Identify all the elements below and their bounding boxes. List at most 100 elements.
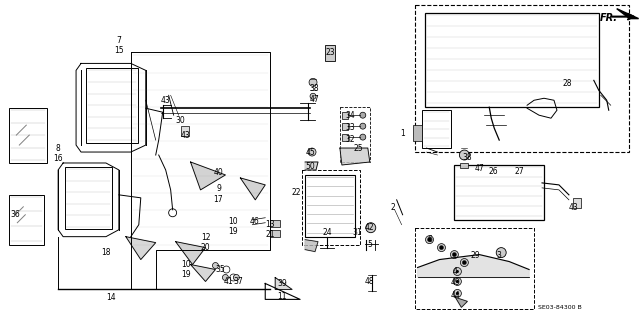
Circle shape	[452, 253, 456, 256]
Bar	[415, 5, 628, 152]
Text: 24: 24	[322, 228, 332, 237]
Circle shape	[308, 148, 316, 156]
Text: 26: 26	[488, 167, 498, 176]
Text: 28: 28	[562, 79, 572, 88]
Text: 3: 3	[497, 251, 502, 260]
Bar	[422, 110, 451, 148]
Text: 27: 27	[515, 167, 524, 176]
Circle shape	[310, 93, 316, 99]
Circle shape	[453, 278, 461, 286]
Circle shape	[360, 134, 366, 140]
Circle shape	[309, 78, 317, 86]
Text: 1: 1	[400, 129, 405, 137]
Circle shape	[426, 236, 433, 244]
Bar	[573, 198, 581, 208]
Polygon shape	[126, 237, 156, 260]
Text: 38: 38	[463, 152, 472, 161]
Polygon shape	[191, 162, 225, 190]
Text: 36: 36	[10, 210, 20, 219]
Bar	[270, 220, 280, 227]
Text: 33: 33	[345, 122, 355, 132]
Bar	[342, 134, 348, 141]
Circle shape	[453, 268, 461, 276]
Text: 20: 20	[201, 243, 211, 252]
Polygon shape	[340, 148, 370, 165]
Text: 19: 19	[228, 227, 238, 236]
Text: 16: 16	[53, 153, 63, 162]
Polygon shape	[305, 240, 318, 252]
Text: 45: 45	[305, 147, 315, 157]
Circle shape	[453, 289, 461, 297]
Circle shape	[462, 261, 467, 264]
Bar	[10, 195, 44, 245]
Circle shape	[212, 263, 218, 269]
Text: 15: 15	[114, 46, 124, 55]
Circle shape	[456, 270, 459, 273]
Text: 48: 48	[365, 277, 374, 286]
Circle shape	[456, 292, 459, 295]
Text: 30: 30	[176, 116, 186, 125]
Text: 44: 44	[451, 291, 460, 300]
Bar	[270, 230, 280, 237]
Text: 43: 43	[569, 203, 579, 212]
Circle shape	[496, 248, 506, 257]
Text: 7: 7	[116, 36, 122, 45]
Polygon shape	[305, 162, 318, 170]
Text: 23: 23	[325, 48, 335, 57]
Polygon shape	[617, 9, 639, 19]
Bar	[415, 228, 534, 309]
Circle shape	[440, 246, 444, 249]
Bar	[413, 125, 422, 141]
Text: 25: 25	[353, 144, 363, 152]
Circle shape	[360, 123, 366, 129]
Polygon shape	[275, 278, 292, 289]
Text: 32: 32	[345, 135, 355, 144]
Text: 5: 5	[367, 240, 372, 249]
Text: 42: 42	[365, 223, 374, 232]
Text: 22: 22	[291, 188, 301, 197]
Circle shape	[438, 244, 445, 252]
Bar	[305, 175, 355, 237]
Text: 47: 47	[309, 95, 319, 104]
Bar	[180, 126, 189, 136]
Polygon shape	[241, 178, 265, 200]
Text: 14: 14	[106, 293, 116, 302]
Bar	[325, 46, 335, 62]
Bar	[10, 108, 47, 163]
Text: 43: 43	[161, 96, 170, 105]
Text: 17: 17	[214, 195, 223, 204]
Bar	[342, 112, 348, 119]
Bar	[340, 107, 370, 162]
Bar	[302, 170, 360, 245]
Text: SE03-84300 B: SE03-84300 B	[538, 305, 582, 310]
Text: 9: 9	[216, 184, 221, 193]
Circle shape	[234, 274, 239, 280]
Text: 43: 43	[180, 130, 191, 140]
Bar	[454, 165, 544, 220]
Bar	[424, 13, 599, 107]
Bar	[342, 123, 348, 130]
Circle shape	[169, 209, 177, 217]
Text: 50: 50	[305, 162, 315, 172]
Circle shape	[451, 251, 458, 259]
Text: 40: 40	[214, 168, 223, 177]
Text: 12: 12	[201, 233, 211, 242]
Polygon shape	[456, 297, 467, 307]
Circle shape	[230, 274, 237, 281]
Bar	[65, 167, 112, 229]
Text: 39: 39	[277, 279, 287, 288]
Text: 21: 21	[266, 230, 275, 239]
Text: 31: 31	[352, 228, 362, 237]
Circle shape	[456, 280, 459, 283]
Bar	[86, 68, 138, 143]
Text: 10: 10	[228, 217, 238, 226]
Circle shape	[460, 259, 468, 267]
Text: 34: 34	[345, 111, 355, 120]
Text: 47: 47	[474, 165, 484, 174]
Text: 8: 8	[56, 144, 61, 152]
Circle shape	[360, 112, 366, 118]
Text: 35: 35	[216, 265, 225, 274]
Text: 18: 18	[101, 248, 111, 257]
Text: 41: 41	[223, 277, 233, 286]
Text: FR.: FR.	[600, 13, 618, 23]
